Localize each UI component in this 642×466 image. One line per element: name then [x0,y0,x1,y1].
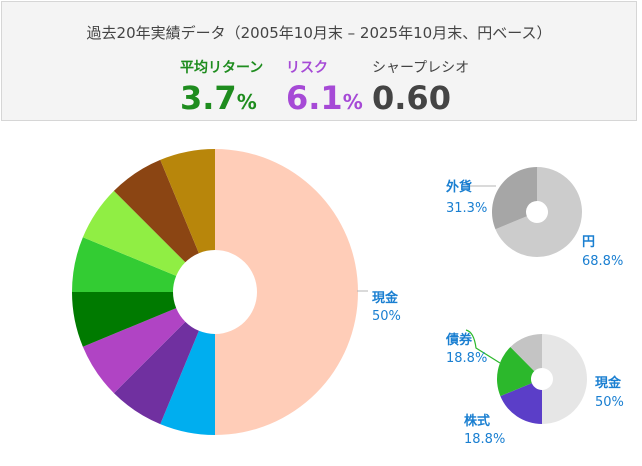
average-return-label: 平均リターン [180,60,264,76]
main-slice-4 [72,292,177,347]
stock-label: 株式 [464,413,490,429]
currency-slice-1 [491,167,537,230]
cash-asset-pct: 50% [595,395,624,410]
risk-label: リスク [286,60,328,76]
sharpe-ratio-metric: シャープレシオ 0.60 [372,57,469,115]
main-slice-1 [160,330,215,435]
main-slice-7 [113,159,199,263]
asset-slice-0 [542,334,587,424]
main-slice-6 [82,190,186,276]
bond-label: 債券 [445,332,473,348]
asset-slice-2 [497,346,535,397]
currency-allocation-pie [491,167,582,257]
bond-leader-line [465,329,501,364]
performance-summary-panel: 過去20年実績データ（2005年10月末 – 2025年10月末、円ベース） 平… [1,1,637,121]
main-slice-5 [72,237,177,292]
stock-pct: 18.8% [464,432,505,447]
main-slice-3 [82,308,186,394]
foreign-currency-label: 外貨 [445,179,472,195]
average-return-value: 3.7% [180,79,257,117]
foreign-currency-pct: 31.3% [446,201,487,216]
average-return-metric: 平均リターン 3.7% [180,57,263,119]
bond-pct: 18.8% [446,351,487,366]
risk-metric: リスク 6.1% [286,57,363,119]
main-slice-0 [215,149,358,435]
main-slice-8 [160,149,215,254]
sharpe-ratio-label: シャープレシオ [372,60,470,76]
cash-asset-label: 現金 [595,375,622,391]
yen-label: 円 [582,235,595,250]
asset-allocation-pie [72,149,358,435]
asset-slice-1 [500,383,542,424]
risk-value: 6.1% [286,79,363,117]
sharpe-ratio-value: 0.60 [372,79,451,117]
period-title: 過去20年実績データ（2005年10月末 – 2025年10月末、円ベース） [86,24,552,42]
cash-pct: 50% [372,309,401,324]
cash-label: 現金 [372,290,399,306]
asset-slice-3 [510,334,542,372]
yen-pct: 68.8% [582,254,623,269]
main-slice-2 [113,321,199,425]
currency-slice-0 [495,167,582,257]
asset-class-pie [497,334,587,424]
allocation-charts: 現金 50% 外貨 31.3% 円 68.8% 債券 18.8% 株式 18.8… [72,149,624,447]
